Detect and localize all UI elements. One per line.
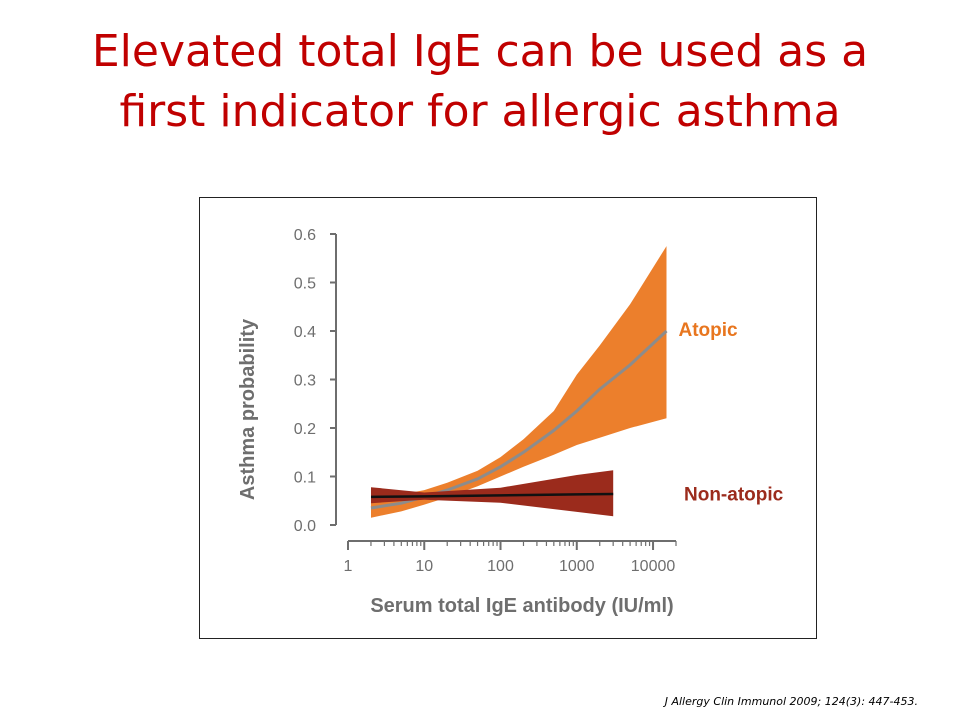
y-tick-label: 0.3	[294, 373, 316, 390]
y-tick-label: 0.0	[294, 518, 316, 535]
x-axis-label: Serum total IgE antibody (IU/ml)	[370, 595, 673, 617]
slide-title: Elevated total IgE can be used as a firs…	[0, 22, 960, 142]
y-tick-label: 0.5	[294, 276, 316, 293]
y-tick-label: 0.4	[294, 324, 316, 341]
slide-title-line-2: first indicator for allergic asthma	[119, 86, 841, 137]
citation: J Allergy Clin Immunol 2009; 124(3): 447…	[664, 695, 918, 708]
non-atopic-line	[370, 492, 614, 499]
x-tick-label: 10000	[631, 558, 676, 575]
x-tick-label: 1000	[559, 558, 595, 575]
non-atopic-confidence-band	[371, 470, 614, 517]
x-tick-label: 100	[487, 558, 514, 575]
y-axis-label: Asthma probability	[237, 318, 259, 500]
asthma-probability-chart: Atopic Non-atopic 0.0 0.1 0.2 0.3 0.4 0.5 0.6 Ast…	[237, 227, 784, 617]
y-tick-label: 0.1	[294, 470, 316, 487]
chart-frame: Atopic Non-atopic 0.0 0.1 0.2 0.3 0.4 0.5 0.6 Ast…	[199, 197, 817, 639]
series-label-non-atopic: Non-atopic	[684, 484, 784, 505]
y-tick-label: 0.2	[294, 421, 316, 438]
x-tick-label: 10	[415, 558, 433, 575]
atopic-confidence-band	[371, 246, 667, 518]
y-tick-label: 0.6	[294, 227, 316, 244]
x-tick-label: 1	[344, 558, 353, 575]
series-label-atopic: Atopic	[678, 320, 738, 341]
slide-title-line-1: Elevated total IgE can be used as a	[91, 26, 869, 77]
